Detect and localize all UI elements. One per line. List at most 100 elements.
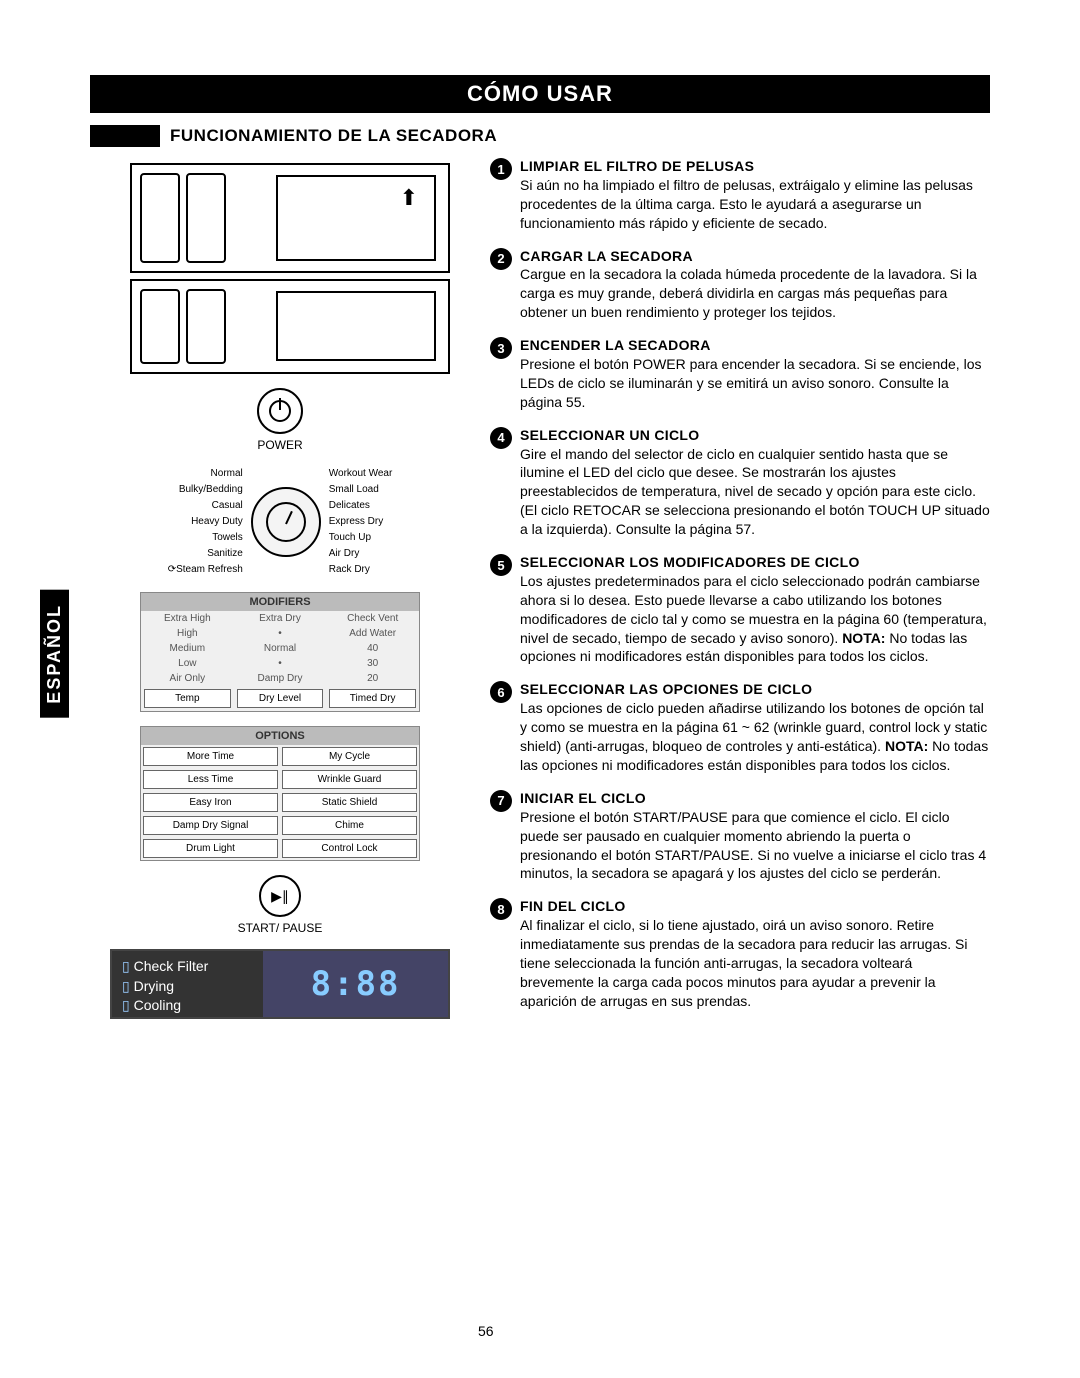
dial-label: Air Dry: [329, 546, 393, 562]
step-body: INICIAR EL CICLOPresione el botón START/…: [520, 789, 990, 883]
dial-label: Bulky/Bedding: [168, 482, 243, 498]
subheading-row: FUNCIONAMIENTO DE LA SECADORA: [90, 125, 990, 147]
step-body: SELECCIONAR LAS OPCIONES DE CICLOLas opc…: [520, 680, 990, 774]
step-number: 6: [490, 681, 512, 703]
modifier-cell: Add Water: [326, 626, 419, 641]
dial-label: Touch Up: [329, 530, 393, 546]
step-text: Presione el botón START/PAUSE para que c…: [520, 809, 986, 882]
modifier-cell: 20: [326, 671, 419, 686]
modifier-button: Timed Dry: [329, 689, 416, 708]
instruction-step: 4SELECCIONAR UN CICLOGire el mando del s…: [490, 426, 990, 539]
option-button: Drum Light: [143, 839, 278, 858]
modifier-cell: 40: [326, 641, 419, 656]
instruction-step: 6 SELECCIONAR LAS OPCIONES DE CICLOLas op…: [490, 680, 990, 774]
modifier-cell: 30: [326, 656, 419, 671]
step-number: 7: [490, 790, 512, 812]
page-content: CÓMO USAR FUNCIONAMIENTO DE LA SECADORA …: [90, 75, 990, 1025]
subhead-marker: [90, 125, 160, 147]
modifier-cell: •: [234, 626, 327, 641]
modifier-cell: Air Only: [141, 671, 234, 686]
step-text: Al finalizar el ciclo, si lo tiene ajust…: [520, 917, 967, 1009]
dial-left-labels: NormalBulky/BeddingCasualHeavy DutyTowel…: [168, 466, 243, 578]
language-tab: ESPAÑOL: [40, 590, 69, 718]
dryer-diagram-mid: [130, 279, 450, 374]
option-button: Damp Dry Signal: [143, 816, 278, 835]
dryer-diagram-top: ⬆: [130, 163, 450, 273]
start-pause-button: ▶∥: [259, 875, 301, 917]
step-text: Si aún no ha limpiado el filtro de pelus…: [520, 177, 973, 231]
option-button: My Cycle: [282, 747, 417, 766]
modifier-cell: Medium: [141, 641, 234, 656]
step-title: LIMPIAR EL FILTRO DE PELUSAS: [520, 157, 990, 176]
dial-label: Casual: [168, 498, 243, 514]
option-button: Static Shield: [282, 793, 417, 812]
options-head: OPTIONS: [141, 727, 419, 745]
modifier-cell: Extra Dry: [234, 611, 327, 626]
step-body: FIN DEL CICLOAl finalizar el ciclo, si l…: [520, 897, 990, 1010]
step-title: CARGAR LA SECADORA: [520, 247, 990, 266]
step-body: LIMPIAR EL FILTRO DE PELUSASSi aún no ha…: [520, 157, 990, 233]
step-number: 3: [490, 337, 512, 359]
instruction-step: 8FIN DEL CICLOAl finalizar el ciclo, si …: [490, 897, 990, 1010]
dial-label: Small Load: [329, 482, 393, 498]
power-label: POWER: [90, 438, 470, 452]
step-body: CARGAR LA SECADORACargue en la secadora …: [520, 247, 990, 323]
step-number: 2: [490, 248, 512, 270]
option-button: Easy Iron: [143, 793, 278, 812]
step-body: ENCENDER LA SECADORAPresione el botón PO…: [520, 336, 990, 412]
instruction-step: 3 ENCENDER LA SECADORAPresione el botón P…: [490, 336, 990, 412]
option-button: Wrinkle Guard: [282, 770, 417, 789]
dial-label: Express Dry: [329, 514, 393, 530]
dial-right-labels: Workout WearSmall LoadDelicatesExpress D…: [329, 466, 393, 578]
step-number: 5: [490, 554, 512, 576]
step-title: FIN DEL CICLO: [520, 897, 990, 916]
step-title: SELECCIONAR LOS MODIFICADORES DE CICLO: [520, 553, 990, 572]
modifier-button: Dry Level: [237, 689, 324, 708]
modifier-cell: Damp Dry: [234, 671, 327, 686]
modifiers-panel: MODIFIERS Extra HighExtra DryCheck VentH…: [140, 592, 420, 712]
step-text: Presione el botón POWER para encender la…: [520, 356, 982, 410]
display-line: Drying: [122, 977, 253, 997]
step-text: Gire el mando del selector de ciclo en c…: [520, 446, 990, 538]
dial-label: Normal: [168, 466, 243, 482]
modifier-cell: •: [234, 656, 327, 671]
step-number: 4: [490, 427, 512, 449]
options-panel: OPTIONS More TimeMy CycleLess TimeWrinkl…: [140, 726, 420, 861]
dial-label: Delicates: [329, 498, 393, 514]
step-body: SELECCIONAR LOS MODIFICADORES DE CICLOLo…: [520, 553, 990, 666]
modifier-cell: Check Vent: [326, 611, 419, 626]
dial-label: Towels: [168, 530, 243, 546]
power-button: [257, 388, 303, 434]
instruction-step: 5 SELECCIONAR LOS MODIFICADORES DE CICLOL…: [490, 553, 990, 666]
dial-label: Sanitize: [168, 546, 243, 562]
step-title: SELECCIONAR LAS OPCIONES DE CICLO: [520, 680, 990, 699]
display-time: 8:88: [263, 951, 448, 1017]
display-panel: Check FilterDryingCooling 8:88: [110, 949, 450, 1019]
section-banner: CÓMO USAR: [90, 75, 990, 113]
cycle-dial: NormalBulky/BeddingCasualHeavy DutyTowel…: [110, 466, 450, 578]
modifiers-head: MODIFIERS: [141, 593, 419, 611]
dial-label: ⟳Steam Refresh: [168, 562, 243, 578]
modifier-cell: Low: [141, 656, 234, 671]
modifier-button: Temp: [144, 689, 231, 708]
option-button: Less Time: [143, 770, 278, 789]
page-number: 56: [478, 1323, 494, 1339]
option-button: Control Lock: [282, 839, 417, 858]
instruction-step: 1 LIMPIAR EL FILTRO DE PELUSASSi aún no h…: [490, 157, 990, 233]
step-number: 1: [490, 158, 512, 180]
display-line: Cooling: [122, 996, 253, 1016]
start-pause-label: START/ PAUSE: [90, 921, 470, 935]
modifier-cell: Extra High: [141, 611, 234, 626]
modifier-cell: Normal: [234, 641, 327, 656]
right-column: 1 LIMPIAR EL FILTRO DE PELUSASSi aún no h…: [490, 157, 990, 1025]
step-title: ENCENDER LA SECADORA: [520, 336, 990, 355]
step-title: INICIAR EL CICLO: [520, 789, 990, 808]
instruction-step: 2 CARGAR LA SECADORACargue en la secadora…: [490, 247, 990, 323]
dial-label: Workout Wear: [329, 466, 393, 482]
option-button: Chime: [282, 816, 417, 835]
display-status: Check FilterDryingCooling: [112, 951, 263, 1017]
display-line: Check Filter: [122, 957, 253, 977]
step-text: Cargue en la secadora la colada húmeda p…: [520, 266, 977, 320]
option-button: More Time: [143, 747, 278, 766]
dial-label: Heavy Duty: [168, 514, 243, 530]
